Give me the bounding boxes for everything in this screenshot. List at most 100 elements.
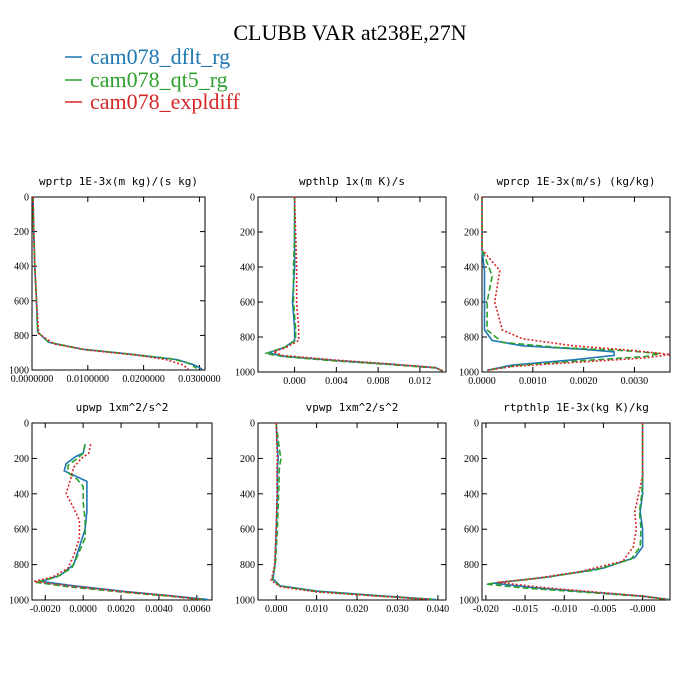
y-tick-label: 200 (240, 228, 255, 239)
x-tick-label: 0.030 (386, 604, 409, 615)
panel-3: wprcp 1E-3x(m/s) (kg/kg) 0 200 400 600 800 100… (459, 175, 671, 387)
legend: cam078_dflt_rg cam078_qt5_rg cam078_expl… (65, 44, 241, 114)
panel-5: vpwp 1xm^2/s^2 0 200 400 600 800 1000 0.000 0.01… (235, 401, 449, 615)
series-line-3 (497, 423, 668, 601)
x-tick-label: -0.015 (512, 604, 538, 615)
series-line-3 (33, 444, 201, 601)
panel-title: wprtp 1E-3x(m kg)/(s kg) (39, 175, 198, 188)
legend-item: cam078_dflt_rg (65, 44, 230, 69)
x-tick-label: -0.020 (473, 604, 499, 615)
y-tick-label: 800 (240, 560, 255, 571)
figure-title: CLUBB VAR at238E,27N (233, 20, 466, 45)
y-tick-label: 800 (464, 333, 479, 344)
legend-item: cam078_expldiff (65, 89, 241, 114)
x-tick-label: 0.020 (346, 604, 369, 615)
y-tick-label: 600 (14, 525, 29, 536)
y-tick-label: 1000 (459, 368, 479, 379)
plot-frame (481, 422, 671, 601)
y-tick-label: 1000 (9, 366, 29, 377)
series-line-3 (481, 197, 671, 372)
y-tick-label: 0 (24, 419, 29, 430)
panel-1: wprtp 1E-3x(m kg)/(s kg) 0 200 400 600 800 100… (9, 175, 221, 385)
y-tick-label: 1000 (235, 368, 255, 379)
y-tick-label: 200 (464, 454, 479, 465)
y-tick-label: 200 (14, 227, 29, 238)
legend-label-1: cam078_dflt_rg (90, 44, 230, 69)
y-tick-label: 200 (240, 454, 255, 465)
x-tick-label: 0.0000 (69, 604, 97, 615)
series-line-1 (493, 423, 670, 601)
panels: wprtp 1E-3x(m kg)/(s kg) 0 200 400 600 800 100… (9, 175, 671, 615)
x-tick-label: 0.004 (325, 376, 348, 387)
series-line-2 (485, 423, 669, 601)
plot-frame (257, 422, 447, 601)
x-tick-label: -0.005 (590, 604, 616, 615)
y-tick-label: 0 (474, 193, 479, 204)
x-tick-label: 0.0020 (107, 604, 135, 615)
y-tick-label: 400 (464, 489, 479, 500)
y-tick-label: 400 (240, 263, 255, 274)
x-tick-label: -0.010 (551, 604, 577, 615)
series-line-2 (265, 197, 444, 373)
y-tick-label: 400 (14, 489, 29, 500)
y-tick-label: 800 (14, 331, 29, 342)
y-tick-label: 1000 (459, 596, 479, 607)
y-tick-label: 200 (14, 454, 29, 465)
x-tick-label: 0.000 (265, 604, 288, 615)
x-tick-label: 0.0300000 (178, 374, 221, 385)
panel-title: vpwp 1xm^2/s^2 (306, 401, 399, 414)
series-line-2 (271, 422, 434, 601)
x-tick-label: 0.010 (305, 604, 328, 615)
y-tick-label: 0 (250, 419, 255, 430)
series-line-1 (265, 197, 444, 372)
x-tick-label: 0.012 (409, 376, 432, 387)
series-line-2 (481, 197, 660, 372)
x-tick-label: -0.0020 (30, 604, 61, 615)
y-tick-label: 200 (464, 228, 479, 239)
x-tick-label: -0.000 (630, 604, 656, 615)
y-tick-label: 400 (464, 263, 479, 274)
series-line-2 (35, 444, 203, 601)
y-tick-label: 600 (464, 298, 479, 309)
x-tick-label: 0.0000000 (11, 374, 54, 385)
x-tick-label: 0.0030 (621, 376, 649, 387)
x-tick-label: 0.0010 (519, 376, 547, 387)
panel-title: wprcp 1E-3x(m/s) (kg/kg) (497, 175, 656, 188)
x-tick-label: 0.0060 (183, 604, 211, 615)
y-tick-label: 800 (240, 333, 255, 344)
x-tick-label: 0.0040 (145, 604, 173, 615)
legend-item: cam078_qt5_rg (65, 67, 228, 92)
panel-title: upwp 1xm^2/s^2 (76, 401, 169, 414)
x-tick-label: 0.000 (283, 376, 306, 387)
y-tick-label: 1000 (9, 596, 29, 607)
plot-frame (31, 422, 213, 601)
x-tick-label: 0.0100000 (67, 374, 110, 385)
x-tick-label: 0.0020 (570, 376, 598, 387)
series-line-1 (41, 444, 209, 601)
y-tick-label: 0 (250, 193, 255, 204)
y-tick-label: 600 (240, 298, 255, 309)
panel-6: rtpthlp 1E-3x(kg K)/kg02004006008001000-… (459, 401, 671, 615)
x-tick-label: 0.0000 (468, 376, 496, 387)
series-line-3 (271, 196, 444, 372)
series-line-3 (32, 196, 189, 370)
x-tick-label: 0.0200000 (122, 374, 165, 385)
y-tick-label: 400 (14, 262, 29, 273)
series-line-1 (32, 196, 203, 370)
series-line-1 (272, 422, 436, 601)
panel-2: wpthlp 1x(m K)/s 0 200 400 600 800 1000 0.000 0.… (235, 175, 447, 387)
plot-frame (481, 196, 671, 373)
y-tick-label: 800 (14, 560, 29, 571)
panel-title: wpthlp 1x(m K)/s (299, 175, 405, 188)
y-tick-label: 0 (24, 193, 29, 204)
panel-4: upwp 1xm^2/s^2 0 200 400 600 800 1000-0.0020 0.… (9, 401, 213, 615)
y-tick-label: 600 (464, 525, 479, 536)
panel-title: rtpthlp 1E-3x(kg K)/kg (503, 401, 649, 414)
y-tick-label: 0 (474, 419, 479, 430)
y-tick-label: 800 (464, 560, 479, 571)
series-line-3 (270, 422, 430, 601)
plot-frame (31, 196, 206, 371)
legend-label-2: cam078_qt5_rg (90, 67, 228, 92)
x-tick-label: 0.008 (367, 376, 390, 387)
